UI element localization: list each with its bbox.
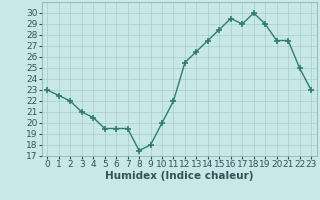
X-axis label: Humidex (Indice chaleur): Humidex (Indice chaleur) [105, 171, 253, 181]
